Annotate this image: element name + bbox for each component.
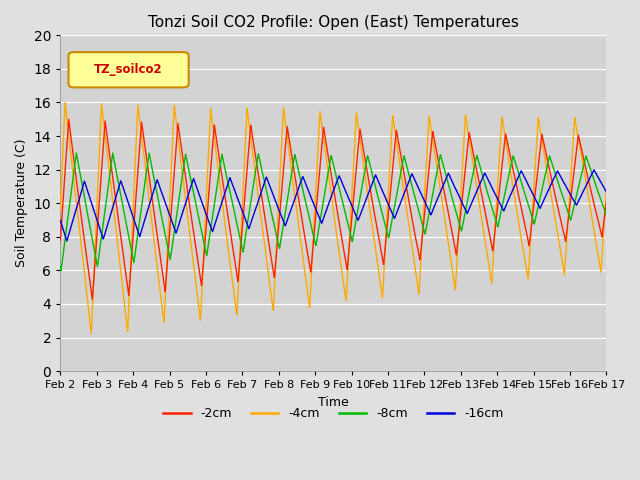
Legend: -2cm, -4cm, -8cm, -16cm: -2cm, -4cm, -8cm, -16cm [158,402,508,425]
Title: Tonzi Soil CO2 Profile: Open (East) Temperatures: Tonzi Soil CO2 Profile: Open (East) Temp… [148,15,519,30]
FancyBboxPatch shape [68,52,189,87]
Y-axis label: Soil Temperature (C): Soil Temperature (C) [15,139,28,267]
X-axis label: Time: Time [318,396,349,408]
Text: TZ_soilco2: TZ_soilco2 [94,63,163,76]
